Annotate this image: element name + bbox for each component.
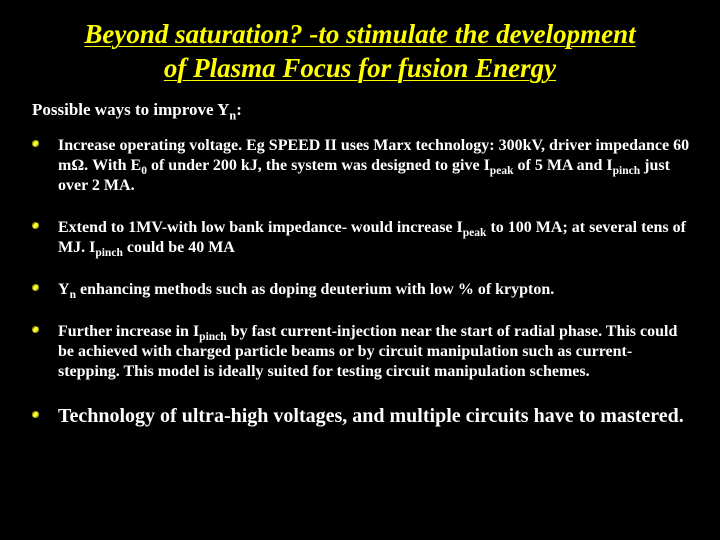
bullet-dot-icon [32,411,39,418]
title-line-2: of Plasma Focus for fusion Energy [164,53,556,83]
bullet-item: Yn enhancing methods such as doping deut… [32,280,692,300]
bullet-dot-icon [32,222,39,229]
bullet-dot-icon [32,326,39,333]
subtitle-suffix: : [236,100,242,119]
bullet-item: Increase operating voltage. Eg SPEED II … [32,136,692,196]
bullet-text: Extend to 1MV-with low bank impedance- w… [58,219,686,256]
bullet-dot-icon [32,140,39,147]
bullet-text: Technology of ultra-high voltages, and m… [58,405,684,427]
bullet-dot-icon [32,284,39,291]
slide-title: Beyond saturation? -to stimulate the dev… [28,18,692,86]
bullet-item: Extend to 1MV-with low bank impedance- w… [32,218,692,258]
bullet-item: Technology of ultra-high voltages, and m… [32,404,692,429]
slide-subtitle: Possible ways to improve Yn: [28,100,692,120]
bullet-text: Further increase in Ipinch by fast curre… [58,323,677,380]
bullet-text: Yn enhancing methods such as doping deut… [58,281,554,298]
subtitle-prefix: Possible ways to improve Y [32,100,229,119]
bullet-item: Further increase in Ipinch by fast curre… [32,322,692,382]
bullet-text: Increase operating voltage. Eg SPEED II … [58,137,689,194]
title-line-1: Beyond saturation? -to stimulate the dev… [84,19,635,49]
bullet-list: Increase operating voltage. Eg SPEED II … [28,136,692,429]
